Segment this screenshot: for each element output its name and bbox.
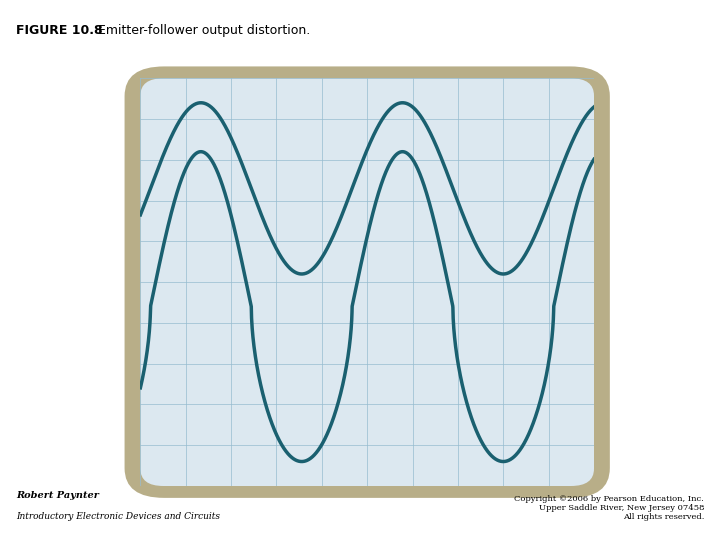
Text: Introductory Electronic Devices and Circuits: Introductory Electronic Devices and Circ… <box>16 512 220 521</box>
FancyBboxPatch shape <box>125 66 610 498</box>
Text: Robert Paynter: Robert Paynter <box>16 490 99 500</box>
FancyBboxPatch shape <box>140 78 594 486</box>
Text: Copyright ©2006 by Pearson Education, Inc.
Upper Saddle River, New Jersey 07458
: Copyright ©2006 by Pearson Education, In… <box>514 495 704 521</box>
Text: Emitter-follower output distortion.: Emitter-follower output distortion. <box>82 24 310 37</box>
Text: FIGURE 10.8: FIGURE 10.8 <box>16 24 102 37</box>
